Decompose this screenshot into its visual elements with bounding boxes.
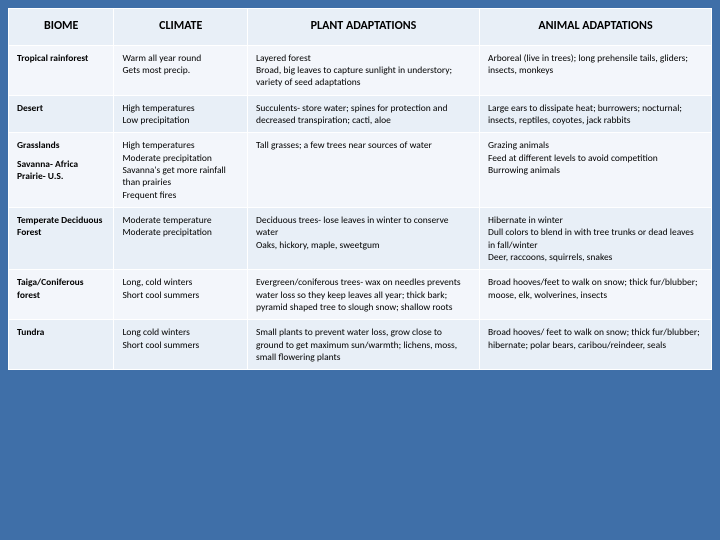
cell-biome: Grasslands Savanna- Africa Prairie- U.S. xyxy=(9,133,114,208)
header-row: BIOME CLIMATE PLANT ADAPTATIONS ANIMAL A… xyxy=(9,9,712,46)
cell-plant: Succulents- store water; spines for prot… xyxy=(248,95,480,133)
biome-name: Tropical rainforest xyxy=(17,52,88,64)
table-body: Tropical rainforest Warm all year round G… xyxy=(9,45,712,370)
table-row: Temperate Deciduous Forest Moderate tempe… xyxy=(9,208,712,270)
header-biome: BIOME xyxy=(9,9,114,46)
biome-name: Desert xyxy=(17,102,43,114)
cell-plant: Tall grasses; a few trees near sources o… xyxy=(248,133,480,208)
table-row: Grasslands Savanna- Africa Prairie- U.S. H… xyxy=(9,133,712,208)
cell-biome: Tundra xyxy=(9,320,114,370)
cell-biome: Desert xyxy=(9,95,114,133)
cell-animal: Grazing animals Feed at different levels… xyxy=(479,133,711,208)
cell-animal: Hibernate in winter Dull colors to blend… xyxy=(479,208,711,270)
biome-sub: Savanna- Africa Prairie- U.S. xyxy=(17,158,105,183)
cell-animal: Arboreal (live in trees); long prehensil… xyxy=(479,45,711,95)
header-plant: PLANT ADAPTATIONS xyxy=(248,9,480,46)
cell-climate: Long, cold winters Short cool summers xyxy=(114,270,248,320)
table-row: Taiga/Coniferous forest Long, cold winter… xyxy=(9,270,712,320)
cell-plant: Small plants to prevent water loss, grow… xyxy=(248,320,480,370)
cell-climate: Long cold winters Short cool summers xyxy=(114,320,248,370)
table-row: Desert High temperatures Low precipitatio… xyxy=(9,95,712,133)
cell-animal: Broad hooves/feet to walk on snow; thick… xyxy=(479,270,711,320)
cell-plant: Deciduous trees- lose leaves in winter t… xyxy=(248,208,480,270)
cell-animal: Large ears to dissipate heat; burrowers;… xyxy=(479,95,711,133)
cell-animal: Broad hooves/ feet to walk on snow; thic… xyxy=(479,320,711,370)
biome-name: Grasslands xyxy=(17,139,60,151)
cell-climate: High temperatures Low precipitation xyxy=(114,95,248,133)
biome-name: Temperate Deciduous Forest xyxy=(17,214,102,238)
table-row: Tundra Long cold winters Short cool summe… xyxy=(9,320,712,370)
cell-plant: Evergreen/coniferous trees- wax on needl… xyxy=(248,270,480,320)
header-animal: ANIMAL ADAPTATIONS xyxy=(479,9,711,46)
cell-climate: High temperatures Moderate precipitation… xyxy=(114,133,248,208)
header-climate: CLIMATE xyxy=(114,9,248,46)
biome-name: Tundra xyxy=(17,326,44,338)
biomes-table: BIOME CLIMATE PLANT ADAPTATIONS ANIMAL A… xyxy=(8,8,712,370)
cell-biome: Taiga/Coniferous forest xyxy=(9,270,114,320)
cell-plant: Layered forest Broad, big leaves to capt… xyxy=(248,45,480,95)
cell-biome: Temperate Deciduous Forest xyxy=(9,208,114,270)
cell-climate: Moderate temperature Moderate precipitat… xyxy=(114,208,248,270)
cell-biome: Tropical rainforest xyxy=(9,45,114,95)
cell-climate: Warm all year round Gets most precip. xyxy=(114,45,248,95)
table-row: Tropical rainforest Warm all year round G… xyxy=(9,45,712,95)
biome-name: Taiga/Coniferous forest xyxy=(17,276,84,300)
